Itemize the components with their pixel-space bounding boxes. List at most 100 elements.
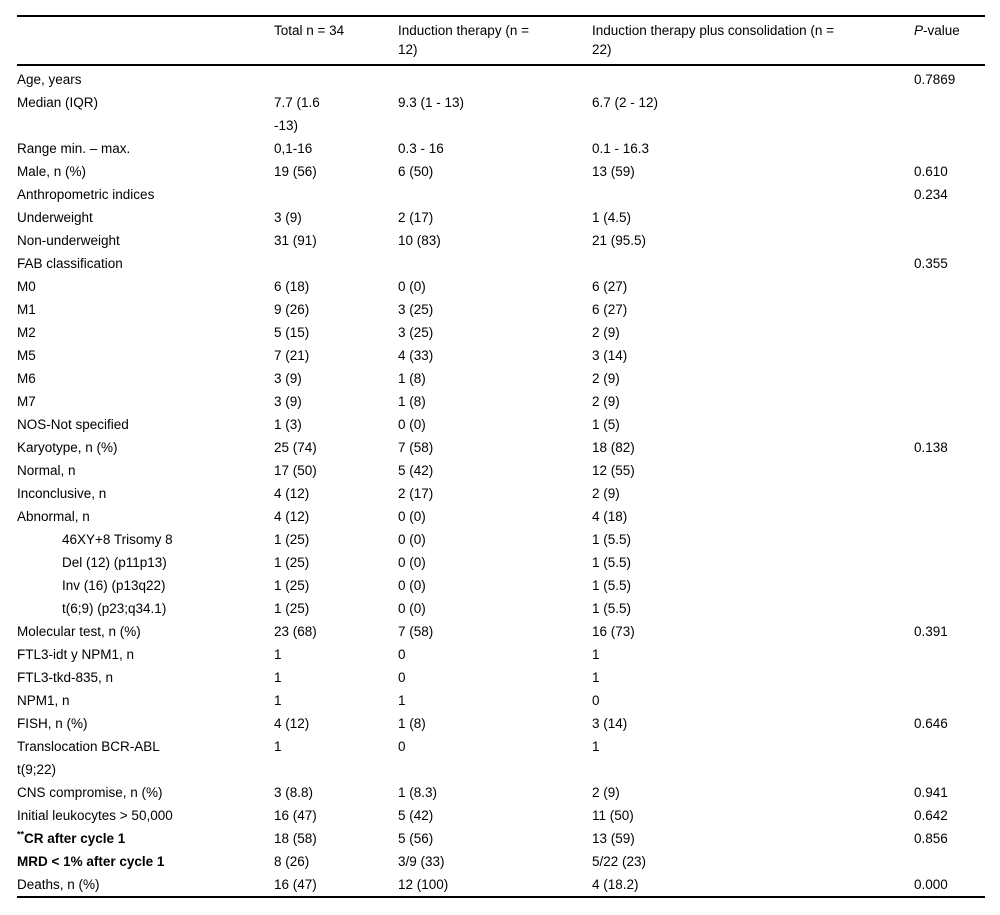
- row-label: Del (12) (p11p13): [62, 555, 167, 570]
- cell-total: 1 (25): [274, 532, 310, 547]
- cell-total: 1: [274, 647, 282, 662]
- cell-total: 1: [274, 739, 282, 754]
- cell-induction: 0: [398, 670, 406, 685]
- cell-p: 0.856: [914, 831, 948, 846]
- table-row: CNS compromise, n (%) 3 (8.8) 1 (8.3) 2 (9)…: [17, 781, 985, 804]
- cell-total: [274, 183, 398, 206]
- table-row: Anthropometric indices 0.234: [17, 183, 985, 206]
- row-label: Deaths, n (%): [17, 877, 100, 892]
- patient-characteristics-table: Total n = 34 Induction therapy (n = 12) …: [17, 15, 985, 898]
- table-row: Underweight 3 (9) 2 (17) 1 (4.5): [17, 206, 985, 229]
- table-row: FTL3-idt y NPM1, n 1 0 1: [17, 643, 985, 666]
- cell-total: 1 (25): [274, 555, 310, 570]
- cell-consolidation: [592, 183, 914, 206]
- cell-p: [914, 275, 985, 298]
- row-label: Normal, n: [17, 463, 76, 478]
- cell-consolidation: 1 (5.5): [592, 532, 632, 547]
- cell-induction: 7 (58): [398, 440, 434, 455]
- cell-consolidation: 21 (95.5): [592, 233, 647, 248]
- table-row: Non-underweight 31 (91) 10 (83) 21 (95.5): [17, 229, 985, 252]
- cell-total: [274, 252, 398, 275]
- table-row: MRD < 1% after cycle 1 8 (26) 3/9 (33) 5/22…: [17, 850, 985, 873]
- cell-p: [914, 735, 985, 781]
- table-row: Initial leukocytes > 50,000 16 (47) 5 (42)…: [17, 804, 985, 827]
- row-label: **CR after cycle 1: [17, 829, 126, 846]
- cell-p: [914, 850, 985, 873]
- cell-consolidation: 0: [592, 693, 600, 708]
- row-label: Anthropometric indices: [17, 187, 155, 202]
- cell-consolidation: 2 (9): [592, 394, 620, 409]
- row-label: Molecular test, n (%): [17, 624, 141, 639]
- cell-consolidation: 1: [592, 670, 600, 685]
- cell-p: 0.355: [914, 256, 948, 271]
- cell-induction: 9.3 (1 - 13): [398, 95, 465, 110]
- cell-consolidation: 2 (9): [592, 371, 620, 386]
- row-label: FISH, n (%): [17, 716, 88, 731]
- row-label: Initial leukocytes > 50,000: [17, 808, 173, 823]
- cell-total: 3 (9): [274, 210, 302, 225]
- cell-total: 6 (18): [274, 279, 310, 294]
- cell-p: [914, 482, 985, 505]
- cell-induction: 3/9 (33): [398, 854, 445, 869]
- header-induction-therapy: Induction therapy (n = 12): [398, 16, 592, 66]
- table-row: Median (IQR) 7.7 (1.6 -13) 9.3 (1 - 13) 6.7…: [17, 91, 985, 137]
- cell-induction: [398, 183, 592, 206]
- cell-p: [914, 344, 985, 367]
- row-label: M5: [17, 348, 36, 363]
- row-label: 46XY+8 Trisomy 8: [62, 532, 173, 547]
- cell-p: [914, 137, 985, 160]
- cell-p: [914, 551, 985, 574]
- table-row: **CR after cycle 1 18 (58) 5 (56) 13 (59) 0.…: [17, 827, 985, 850]
- cell-induction: 3 (25): [398, 302, 434, 317]
- header-p-value: P-value: [914, 16, 985, 66]
- cell-total: 4 (12): [274, 486, 310, 501]
- cell-consolidation: [592, 252, 914, 275]
- cell-induction: 4 (33): [398, 348, 434, 363]
- cell-total: 8 (26): [274, 854, 310, 869]
- table-row: t(6;9) (p23;q34.1) 1 (25) 0 (0) 1 (5.5): [17, 597, 985, 620]
- row-label: NOS-Not specified: [17, 417, 129, 432]
- cell-total: 4 (12): [274, 716, 310, 731]
- cell-consolidation: 4 (18.2): [592, 877, 639, 892]
- cell-induction: 0 (0): [398, 509, 426, 524]
- cell-total: 1: [274, 693, 282, 708]
- cell-total: 3 (9): [274, 371, 302, 386]
- cell-p: [914, 666, 985, 689]
- table-row: NOS-Not specified 1 (3) 0 (0) 1 (5): [17, 413, 985, 436]
- cell-induction: 5 (42): [398, 463, 434, 478]
- cell-total: 7.7 (1.6 -13): [274, 95, 320, 133]
- cell-total: 1: [274, 670, 282, 685]
- row-label: M6: [17, 371, 36, 386]
- cell-total: 1 (3): [274, 417, 302, 432]
- cell-consolidation: 11 (50): [592, 808, 634, 823]
- cell-consolidation: 1: [592, 647, 600, 662]
- cell-p: [914, 597, 985, 620]
- cell-total: 3 (8.8): [274, 785, 314, 800]
- cell-consolidation: [592, 65, 914, 91]
- cell-induction: 1 (8): [398, 716, 426, 731]
- table-row: Abnormal, n 4 (12) 0 (0) 4 (18): [17, 505, 985, 528]
- cell-induction: 0 (0): [398, 532, 426, 547]
- cell-total: 1 (25): [274, 578, 310, 593]
- cell-total: 0,1-16: [274, 141, 313, 156]
- cell-p: 0.391: [914, 624, 948, 639]
- cell-induction: 0 (0): [398, 279, 426, 294]
- cell-consolidation: 3 (14): [592, 716, 628, 731]
- cell-consolidation: 16 (73): [592, 624, 635, 639]
- row-label: Male, n (%): [17, 164, 87, 179]
- cell-consolidation: 2 (9): [592, 486, 620, 501]
- cell-p: 0.138: [914, 440, 948, 455]
- cell-induction: 12 (100): [398, 877, 449, 892]
- cell-total: 4 (12): [274, 509, 310, 524]
- row-label: CNS compromise, n (%): [17, 785, 163, 800]
- cell-p: [914, 574, 985, 597]
- cell-induction: 0 (0): [398, 417, 426, 432]
- cell-total: 19 (56): [274, 164, 317, 179]
- cell-induction: 1 (8): [398, 394, 426, 409]
- row-label: Karyotype, n (%): [17, 440, 118, 455]
- header-total: Total n = 34: [274, 16, 398, 66]
- table-row: Normal, n 17 (50) 5 (42) 12 (55): [17, 459, 985, 482]
- cell-p: [914, 689, 985, 712]
- cell-p: [914, 390, 985, 413]
- cell-consolidation: 1 (5): [592, 417, 620, 432]
